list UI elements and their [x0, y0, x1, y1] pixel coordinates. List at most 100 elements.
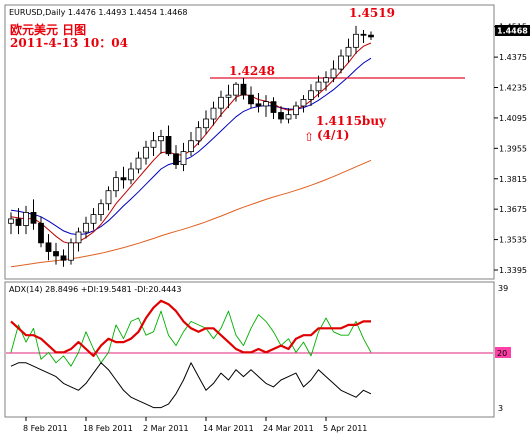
chart-date-line: 2011-4-13 10：04	[10, 36, 128, 50]
candle-body-up	[330, 68, 337, 79]
minus-di-line	[10, 310, 372, 367]
candle	[278, 105, 284, 124]
candle	[218, 90, 224, 117]
candle	[233, 82, 239, 102]
candle-body-up	[263, 101, 269, 107]
price-tick-label: 1.4235	[499, 84, 527, 93]
adx-axis-top: 39	[498, 284, 508, 293]
candle	[368, 31, 374, 40]
candle	[338, 49, 344, 74]
candle-body-down	[368, 34, 374, 38]
candle-body-up	[210, 107, 217, 120]
price-tick-label: 1.3815	[499, 175, 527, 184]
candle-body-down	[38, 222, 44, 244]
candle-body-down	[45, 242, 52, 252]
candle-body-up	[300, 99, 307, 107]
candle-body-down	[120, 177, 127, 181]
current-price-label: 1.4468	[497, 27, 528, 36]
candle	[143, 140, 149, 165]
candle-body-up	[195, 127, 202, 142]
candle	[68, 238, 74, 265]
adx-panel[interactable]	[4, 281, 495, 418]
candle	[188, 132, 194, 156]
candle	[255, 92, 262, 113]
candle	[75, 227, 82, 252]
candle	[345, 38, 352, 63]
candle	[105, 186, 112, 211]
candle-body-up	[75, 231, 82, 244]
date-axis: 8 Feb 2011 18 Feb 2011 2 Mar 2011 14 Mar 20…	[23, 417, 367, 433]
candle-body-up	[113, 177, 119, 192]
candle	[83, 216, 89, 239]
candle	[308, 84, 314, 106]
candle-body-up	[323, 77, 329, 83]
candle	[60, 249, 67, 267]
candle	[165, 125, 172, 156]
candle	[270, 97, 277, 120]
candle-body-up	[203, 118, 209, 129]
plus-di-line	[10, 299, 371, 357]
candle-body-down	[248, 94, 254, 105]
date-tick-label: 14 Mar 2011	[203, 424, 254, 433]
candle-body-up	[8, 218, 14, 224]
candle-body-up	[308, 90, 314, 100]
candle-body-down	[240, 83, 247, 96]
candle-body-up	[68, 242, 74, 261]
adx-level-badge	[495, 347, 511, 358]
adx-axis-bottom: 3	[498, 404, 503, 413]
candle-body-down	[15, 218, 22, 226]
candle-body-up	[338, 55, 344, 70]
candle	[353, 25, 359, 54]
candle	[248, 86, 254, 109]
price-tick-label: 1.3535	[499, 236, 527, 245]
candle-body-down	[173, 153, 179, 166]
candle-body-up	[98, 203, 104, 216]
adx-line	[10, 362, 372, 409]
candle	[203, 110, 209, 135]
date-tick-label: 5 Apr 2011	[323, 424, 367, 433]
resistance-annotation: 1.4248	[229, 64, 275, 78]
price-tick-label: 1.3675	[499, 205, 527, 214]
candle-body-up	[293, 105, 299, 116]
candle-body-up	[353, 33, 359, 48]
candle-body-up	[188, 140, 194, 153]
candle	[323, 71, 329, 91]
price-tick-label: 1.4095	[499, 114, 527, 123]
candle	[15, 208, 22, 235]
candle	[285, 108, 292, 124]
candle-body-down	[60, 255, 67, 261]
candle-body-up	[315, 81, 322, 92]
price-panel[interactable]	[4, 4, 495, 280]
candle	[53, 242, 59, 265]
candle-body-down	[278, 112, 284, 120]
adx-lines	[10, 299, 372, 409]
price-tick-label: 1.3955	[499, 144, 527, 153]
candle-body-down	[270, 101, 277, 113]
adx-axis-level: 20	[497, 349, 507, 358]
candle-body-down	[30, 212, 37, 224]
candle	[315, 75, 322, 98]
candle	[240, 77, 247, 100]
candle-body-up	[143, 146, 149, 159]
candle-body-up	[135, 157, 142, 170]
candle	[38, 216, 44, 248]
date-tick-label: 8 Feb 2011	[23, 424, 68, 433]
candle	[180, 142, 187, 172]
candle-body-up	[83, 222, 89, 233]
candle	[90, 208, 97, 230]
adx-header: ADX(14) 28.8496 +DI:19.5481 -DI:20.4443	[9, 285, 181, 294]
price-tick-label: 1.3395	[499, 266, 527, 275]
candle	[330, 60, 337, 83]
candle-body-up	[23, 212, 29, 226]
candle	[23, 205, 29, 235]
candle-body-up	[218, 96, 224, 109]
candle	[360, 29, 367, 43]
candle-body-up	[128, 168, 134, 181]
candle	[210, 101, 217, 126]
date-tick-label: 24 Mar 2011	[263, 424, 314, 433]
candlesticks	[8, 25, 374, 267]
candle	[8, 212, 14, 235]
high-annotation: 1.4519	[349, 6, 395, 20]
candle-body-up	[158, 135, 164, 142]
